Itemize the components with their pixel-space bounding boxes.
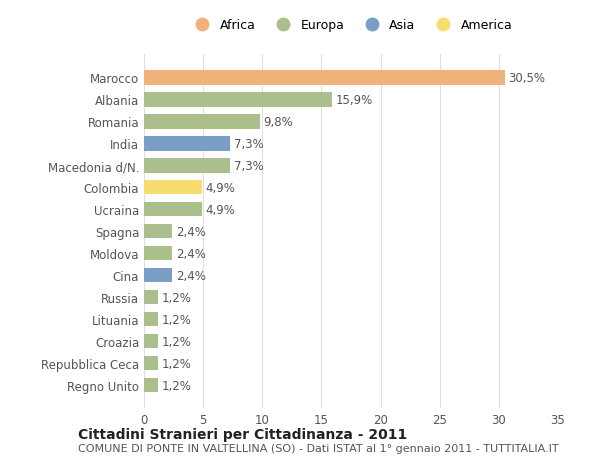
Bar (144, 93, 332, 107)
Text: Cittadini Stranieri per Cittadinanza - 2011: Cittadini Stranieri per Cittadinanza - 2… (78, 427, 407, 442)
Bar (144, 291, 158, 305)
Bar (144, 181, 202, 195)
Text: 30,5%: 30,5% (508, 72, 545, 85)
Bar (144, 137, 230, 151)
Text: 1,2%: 1,2% (162, 313, 191, 326)
Bar (144, 246, 172, 261)
Text: 2,4%: 2,4% (176, 225, 206, 238)
Text: 4,9%: 4,9% (206, 181, 235, 195)
Bar (144, 203, 202, 217)
Text: 7,3%: 7,3% (234, 138, 263, 151)
Bar (144, 313, 158, 327)
Text: 1,2%: 1,2% (162, 291, 191, 304)
Text: 4,9%: 4,9% (206, 203, 235, 216)
Bar (144, 224, 172, 239)
Bar (144, 71, 505, 85)
Text: 9,8%: 9,8% (263, 116, 293, 129)
Text: 7,3%: 7,3% (234, 160, 263, 173)
Text: 2,4%: 2,4% (176, 247, 206, 260)
Text: 1,2%: 1,2% (162, 357, 191, 370)
Bar (144, 269, 172, 283)
Bar (144, 356, 158, 370)
Text: COMUNE DI PONTE IN VALTELLINA (SO) - Dati ISTAT al 1° gennaio 2011 - TUTTITALIA.: COMUNE DI PONTE IN VALTELLINA (SO) - Dat… (78, 443, 559, 453)
Text: 2,4%: 2,4% (176, 269, 206, 282)
Legend: Africa, Europa, Asia, America: Africa, Europa, Asia, America (186, 15, 516, 36)
Text: 1,2%: 1,2% (162, 335, 191, 348)
Bar (144, 115, 260, 129)
Bar (144, 159, 230, 173)
Text: 15,9%: 15,9% (335, 94, 373, 106)
Text: 1,2%: 1,2% (162, 379, 191, 392)
Bar (144, 378, 158, 392)
Bar (144, 334, 158, 348)
